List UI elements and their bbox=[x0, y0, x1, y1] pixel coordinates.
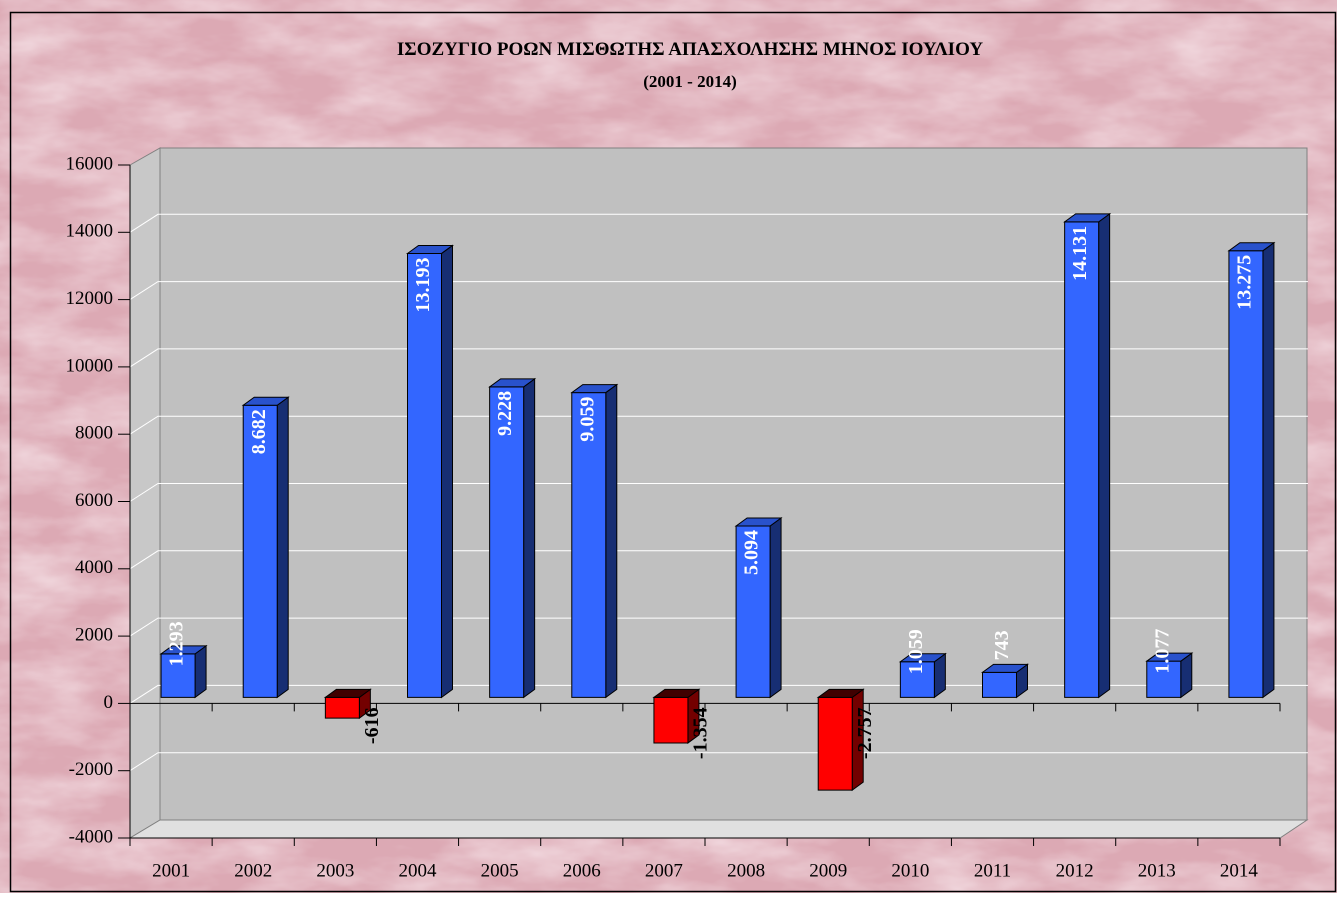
bar-side bbox=[194, 644, 207, 699]
bar-front bbox=[407, 252, 442, 698]
bar-top bbox=[1063, 213, 1112, 223]
grid-line bbox=[129, 483, 1308, 502]
value-label: 8.682 bbox=[248, 409, 270, 454]
y-tick-label: 0 bbox=[104, 692, 114, 713]
bar-top bbox=[734, 517, 783, 527]
x-tick-label: 2009 bbox=[809, 860, 847, 881]
bar-front bbox=[982, 671, 1017, 698]
y-tick-label: 8000 bbox=[75, 423, 113, 444]
x-tick-label: 2011 bbox=[974, 860, 1011, 881]
bar bbox=[405, 244, 455, 699]
bar-front bbox=[324, 696, 360, 719]
x-tick-label: 2002 bbox=[234, 860, 272, 881]
value-label: -2.757 bbox=[854, 707, 876, 759]
y-tick-label: 16000 bbox=[66, 153, 114, 174]
value-label: 13.275 bbox=[1234, 255, 1256, 310]
bar-side bbox=[276, 396, 289, 699]
value-label: 13.193 bbox=[412, 257, 434, 312]
bar-top bbox=[980, 663, 1030, 673]
grid-line bbox=[129, 752, 1308, 772]
y-tick-label: 4000 bbox=[75, 557, 113, 578]
x-tick-label: 2014 bbox=[1220, 860, 1259, 881]
grid-line bbox=[129, 348, 1308, 368]
grid-line bbox=[129, 415, 1308, 435]
bar-top bbox=[898, 653, 947, 663]
bar-top bbox=[488, 378, 537, 388]
value-label: 1.293 bbox=[166, 621, 188, 666]
value-label: 14.131 bbox=[1069, 226, 1091, 281]
bar-top bbox=[652, 688, 701, 698]
x-tick-label: 2010 bbox=[891, 860, 929, 881]
y-tick-label: 10000 bbox=[66, 355, 114, 376]
value-label: 9.228 bbox=[494, 391, 516, 436]
value-label: 1.077 bbox=[1151, 629, 1173, 674]
x-tick-label: 2013 bbox=[1138, 860, 1176, 881]
value-label: 9.059 bbox=[576, 397, 598, 442]
value-label: -1.354 bbox=[690, 707, 712, 759]
frame bbox=[9, 11, 1337, 893]
y-tick-label: 6000 bbox=[75, 490, 113, 511]
bar-front bbox=[1228, 250, 1264, 698]
value-label: 743 bbox=[991, 630, 1013, 660]
bar-front bbox=[653, 696, 689, 744]
bar-top bbox=[816, 688, 865, 698]
bar-top bbox=[241, 396, 290, 406]
y-tick-label: 14000 bbox=[66, 221, 114, 242]
bar bbox=[1227, 241, 1276, 699]
grid-line bbox=[129, 281, 1308, 301]
bar bbox=[898, 652, 947, 699]
y-tick-label: 2000 bbox=[75, 624, 113, 645]
bar-top bbox=[1145, 652, 1194, 662]
x-tick-label: 2006 bbox=[563, 860, 601, 881]
bar-top bbox=[159, 645, 208, 655]
bar bbox=[980, 663, 1030, 699]
grid-line bbox=[129, 213, 1308, 233]
bar bbox=[652, 688, 701, 744]
bar-top bbox=[570, 384, 619, 394]
value-label: 5.094 bbox=[741, 530, 763, 575]
bar-front bbox=[1064, 221, 1100, 698]
grid-line bbox=[129, 550, 1308, 570]
bar bbox=[570, 383, 619, 699]
bar bbox=[734, 517, 783, 699]
bar-side bbox=[1098, 212, 1111, 699]
bar-side bbox=[523, 377, 536, 699]
bar-top bbox=[405, 244, 455, 254]
y-tick-label: -4000 bbox=[69, 826, 113, 847]
bar bbox=[323, 688, 372, 720]
y-tick-label: 12000 bbox=[66, 288, 114, 309]
bar bbox=[159, 644, 208, 699]
x-tick-label: 2012 bbox=[1056, 860, 1094, 881]
bar bbox=[241, 396, 290, 699]
bar-side bbox=[605, 383, 618, 699]
y-tick-label: -2000 bbox=[69, 759, 113, 780]
chart-subtitle: (2001 - 2014) bbox=[643, 72, 736, 91]
grid-line bbox=[129, 617, 1308, 637]
bar-top bbox=[1227, 242, 1276, 252]
bar-side bbox=[769, 517, 782, 699]
bar bbox=[1063, 212, 1112, 699]
chart-title: ΙΣΟΖΥΓΙΟ ΡΟΩΝ ΜΙΣΘΩΤΗΣ ΑΠΑΣΧΟΛΗΣΗΣ ΜΗΝΟΣ… bbox=[397, 39, 983, 60]
x-tick-label: 2003 bbox=[316, 860, 354, 881]
bar-side bbox=[441, 244, 453, 699]
side-wall bbox=[129, 147, 161, 839]
x-tick-label: 2005 bbox=[481, 860, 519, 881]
bar bbox=[1145, 652, 1194, 699]
value-label: 1.059 bbox=[905, 629, 927, 674]
bar-top bbox=[323, 688, 372, 698]
value-label: -616 bbox=[361, 707, 383, 744]
bar bbox=[816, 688, 865, 792]
x-tick-label: 2007 bbox=[645, 860, 683, 881]
bar-front bbox=[817, 696, 853, 791]
x-tick-label: 2008 bbox=[727, 860, 765, 881]
x-tick-label: 2004 bbox=[399, 860, 438, 881]
floor bbox=[128, 819, 1309, 839]
bar bbox=[488, 377, 537, 699]
bar-side bbox=[1262, 241, 1275, 699]
x-tick-label: 2001 bbox=[152, 860, 190, 881]
